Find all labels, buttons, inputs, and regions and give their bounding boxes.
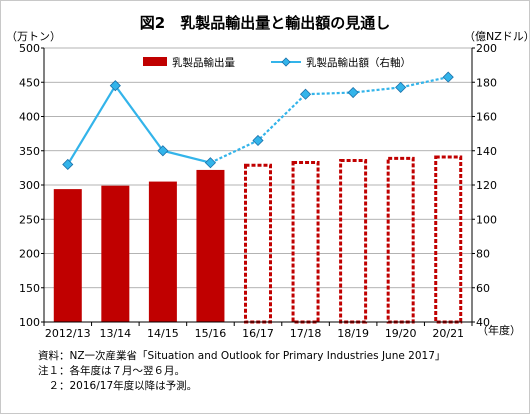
right-tick-label: 100 bbox=[476, 213, 497, 226]
left-tick-label: 200 bbox=[19, 248, 40, 261]
footnote-1: 注１：各年度は７月～翌６月。 bbox=[38, 365, 185, 377]
left-tick-label: 500 bbox=[19, 42, 40, 55]
category-label: 19/20 bbox=[385, 327, 417, 340]
bar bbox=[53, 189, 82, 322]
legend-bar-label: 乳製品輸出量 bbox=[172, 56, 235, 69]
left-tick-label: 300 bbox=[19, 179, 40, 192]
category-label: 15/16 bbox=[195, 327, 227, 340]
bar-forecast bbox=[244, 163, 272, 324]
left-tick-label: 400 bbox=[19, 111, 40, 124]
line-point bbox=[299, 88, 312, 100]
left-axis-unit: （万トン） bbox=[6, 30, 61, 43]
line-series bbox=[62, 71, 454, 171]
bar-forecast bbox=[386, 156, 415, 324]
line-actual bbox=[66, 83, 211, 166]
axes bbox=[41, 47, 475, 326]
category-label: 14/15 bbox=[147, 327, 179, 340]
line-forecast bbox=[209, 76, 449, 164]
source-note: 資料：NZ一次産業省「Situation and Outlook for Pri… bbox=[38, 350, 446, 362]
right-tick-label: 180 bbox=[476, 76, 497, 89]
line-point bbox=[204, 157, 217, 169]
line-point bbox=[395, 81, 407, 93]
line-point bbox=[442, 71, 454, 83]
left-tick-label: 250 bbox=[19, 213, 40, 226]
legend: 乳製品輸出量 乳製品輸出額（右軸） bbox=[143, 56, 411, 69]
legend-line-label: 乳製品輸出額（右軸） bbox=[306, 56, 411, 69]
right-tick-label: 80 bbox=[476, 248, 490, 261]
line-point bbox=[347, 86, 359, 99]
right-tick-label: 140 bbox=[476, 145, 497, 158]
footnote-2: ２：2016/17年度以降は予測。 bbox=[38, 380, 198, 392]
bar-forecast bbox=[291, 161, 320, 324]
bar-series bbox=[53, 155, 463, 324]
right-tick-label: 60 bbox=[476, 282, 490, 295]
bar bbox=[196, 169, 225, 322]
line-point bbox=[109, 80, 121, 92]
left-tick-label: 350 bbox=[19, 145, 40, 158]
tick-labels: 100 150 200 250 300 350 400 450 500 40 60 80 100 120 1… bbox=[19, 42, 497, 340]
line-point bbox=[62, 158, 74, 171]
line-point bbox=[252, 134, 264, 147]
category-label: 16/17 bbox=[242, 327, 274, 340]
right-tick-label: 160 bbox=[476, 111, 497, 124]
chart-title: 図2 乳製品輸出量と輸出額の見通し bbox=[140, 14, 390, 32]
category-label: 13/14 bbox=[99, 327, 131, 340]
bar bbox=[101, 185, 130, 322]
bar-forecast bbox=[434, 155, 463, 324]
right-tick-label: 200 bbox=[476, 42, 497, 55]
left-tick-label: 450 bbox=[19, 76, 40, 89]
legend-bar-swatch bbox=[143, 57, 167, 66]
x-axis-unit: （年度） bbox=[477, 323, 521, 337]
legend-line-marker bbox=[281, 57, 291, 67]
category-label: 20/21 bbox=[432, 327, 464, 340]
category-label: 2012/13 bbox=[45, 327, 91, 340]
right-tick-label: 40 bbox=[476, 316, 490, 329]
left-tick-label: 100 bbox=[19, 316, 40, 329]
category-label: 17/18 bbox=[290, 327, 322, 340]
line-point bbox=[157, 145, 169, 157]
left-tick-label: 150 bbox=[19, 282, 40, 295]
bar bbox=[148, 181, 177, 322]
right-tick-label: 120 bbox=[476, 179, 497, 192]
category-label: 18/19 bbox=[337, 327, 369, 340]
right-axis-unit: （億NZドル） bbox=[464, 30, 530, 43]
